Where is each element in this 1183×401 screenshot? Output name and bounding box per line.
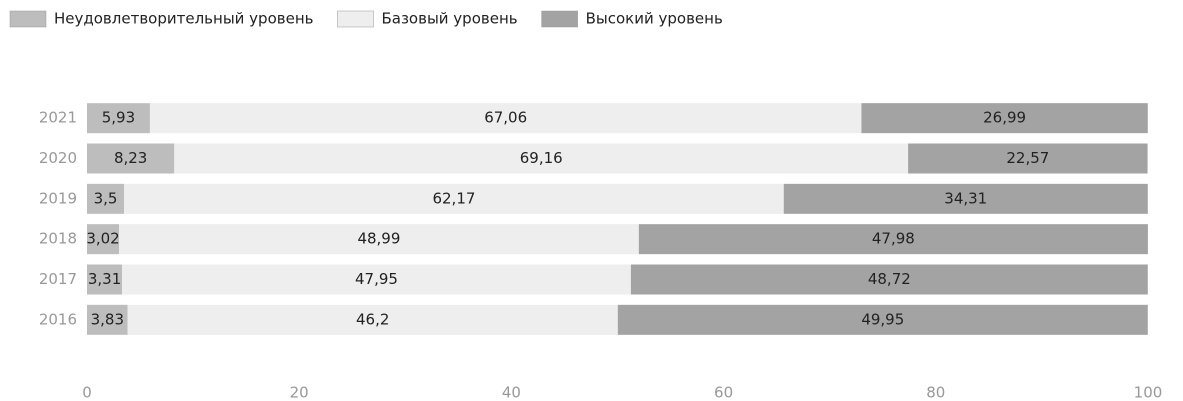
legend-swatch xyxy=(337,10,374,28)
bar-segment xyxy=(149,103,862,134)
legend-label: Неудовлетворительный уровень xyxy=(54,10,313,28)
data-label: 48,99 xyxy=(357,230,400,248)
x-tick-label: 100 xyxy=(1134,384,1163,401)
bar-segment xyxy=(127,304,618,335)
bar-segment xyxy=(87,264,123,295)
bar-segment xyxy=(617,304,1148,335)
y-tick-label: 2016 xyxy=(39,310,77,328)
legend-swatch xyxy=(9,10,47,28)
legend-label: Высокий уровень xyxy=(586,10,723,28)
bar-segment xyxy=(87,103,150,134)
y-tick-label: 2017 xyxy=(39,270,77,288)
data-label: 69,16 xyxy=(520,149,563,167)
data-label: 48,72 xyxy=(868,270,911,288)
legend-label: Базовый уровень xyxy=(381,10,517,28)
x-tick-label: 60 xyxy=(714,384,733,401)
data-label: 5,93 xyxy=(102,109,135,127)
bar-segment xyxy=(174,143,909,174)
data-label: 3,83 xyxy=(91,310,124,328)
data-label: 67,06 xyxy=(484,109,527,127)
y-tick-label: 2018 xyxy=(39,230,77,248)
data-label: 3,5 xyxy=(94,189,118,207)
bar-segment xyxy=(908,143,1148,174)
bar-segment xyxy=(87,143,175,174)
x-tick-label: 40 xyxy=(502,384,521,401)
y-tick-label: 2019 xyxy=(39,189,77,207)
bar-segment xyxy=(87,304,128,335)
data-label: 62,17 xyxy=(432,189,475,207)
bar-segment xyxy=(630,264,1148,295)
data-label: 3,02 xyxy=(86,230,119,248)
data-label: 47,98 xyxy=(872,230,915,248)
x-tick-label: 80 xyxy=(926,384,945,401)
y-tick-label: 2021 xyxy=(39,109,77,127)
bar-segment xyxy=(122,264,631,295)
x-tick-label: 0 xyxy=(82,384,92,401)
data-label: 47,95 xyxy=(355,270,398,288)
legend-swatch xyxy=(541,10,578,28)
bar-segment xyxy=(87,183,125,214)
data-label: 22,57 xyxy=(1006,149,1049,167)
bar-segment xyxy=(783,183,1148,214)
bar-segment xyxy=(119,224,639,255)
data-label: 46,2 xyxy=(356,310,389,328)
data-label: 34,31 xyxy=(944,189,987,207)
data-label: 8,23 xyxy=(114,149,147,167)
bar-segment xyxy=(124,183,784,214)
bar-segment xyxy=(87,224,120,255)
bar-segment xyxy=(861,103,1148,134)
x-tick-label: 20 xyxy=(290,384,309,401)
data-label: 49,95 xyxy=(861,310,904,328)
bar-segment xyxy=(638,224,1148,255)
data-label: 3,31 xyxy=(88,270,121,288)
y-tick-label: 2020 xyxy=(39,149,77,167)
data-label: 26,99 xyxy=(983,109,1026,127)
